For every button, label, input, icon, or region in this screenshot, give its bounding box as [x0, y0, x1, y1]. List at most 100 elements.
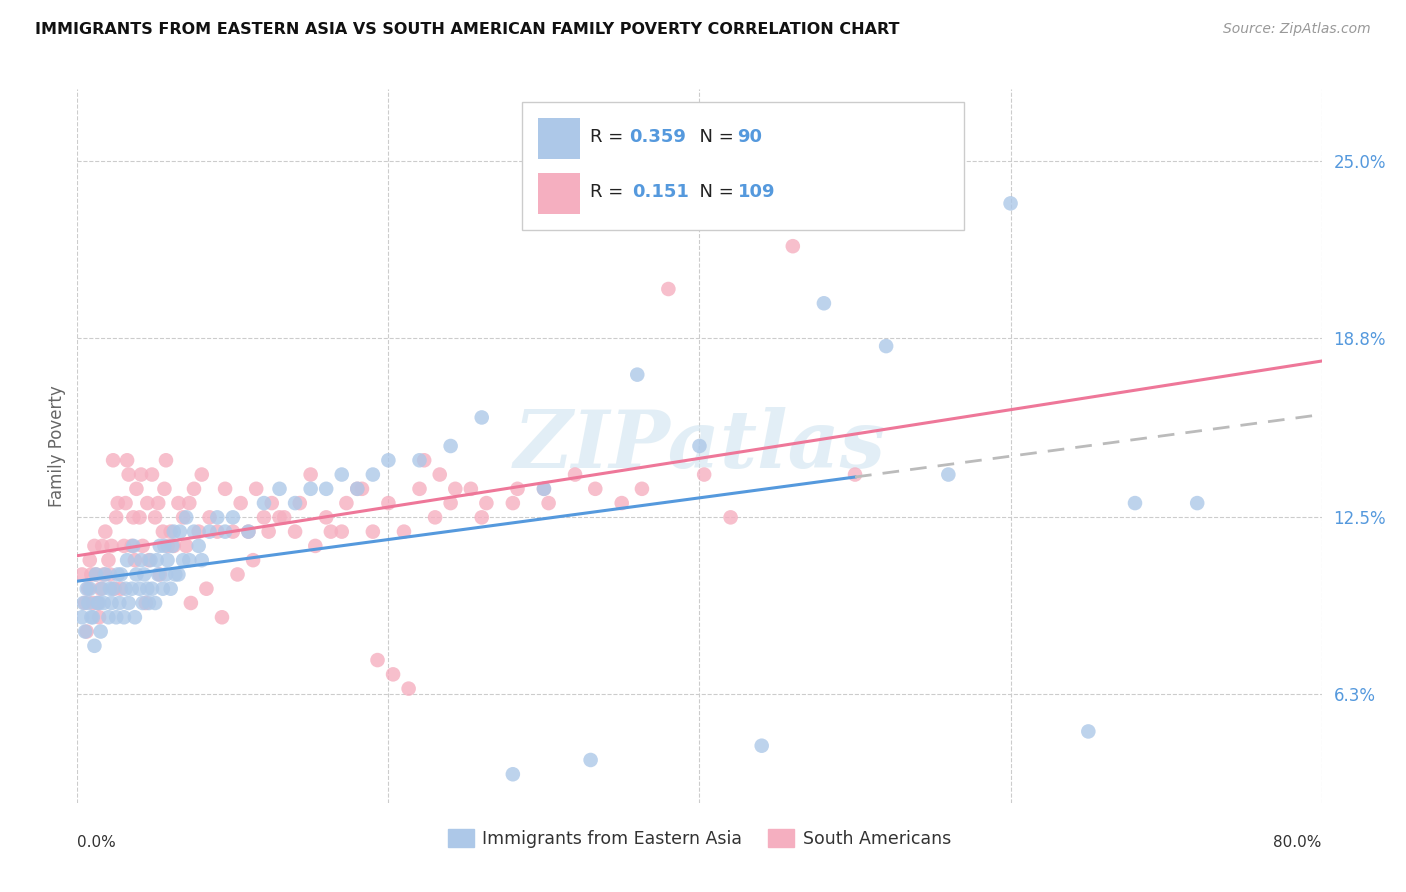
Point [143, 596, 166, 610]
Point [110, 582, 132, 596]
Point [238, 524, 260, 539]
Point [392, 524, 415, 539]
Point [335, 496, 357, 510]
Point [112, 610, 135, 624]
Point [122, 510, 145, 524]
Point [172, 510, 194, 524]
Point [284, 496, 307, 510]
Point [159, 582, 181, 596]
Point [253, 496, 276, 510]
Point [273, 510, 295, 524]
Point [537, 496, 560, 510]
Point [938, 467, 960, 482]
Point [167, 496, 190, 510]
Point [160, 539, 183, 553]
Point [90, 624, 112, 639]
Point [108, 596, 131, 610]
Point [121, 539, 143, 553]
Point [153, 539, 176, 553]
Point [429, 467, 451, 482]
Point [114, 582, 136, 596]
Point [91, 539, 114, 553]
Point [129, 467, 152, 482]
Text: N =: N = [689, 183, 740, 201]
Point [112, 539, 135, 553]
Point [172, 553, 194, 567]
Point [222, 510, 245, 524]
Point [134, 567, 156, 582]
Point [413, 453, 436, 467]
Point [720, 510, 742, 524]
Point [83, 639, 105, 653]
Point [226, 567, 249, 582]
Point [253, 510, 276, 524]
Point [191, 467, 214, 482]
Point [693, 467, 716, 482]
Point [782, 239, 804, 253]
Point [94, 567, 117, 582]
Point [155, 567, 177, 582]
Y-axis label: Family Poverty: Family Poverty [48, 385, 66, 507]
Point [156, 553, 179, 567]
Point [471, 410, 494, 425]
Point [100, 539, 122, 553]
Point [1123, 496, 1146, 510]
Point [149, 539, 172, 553]
Point [136, 582, 159, 596]
Point [128, 582, 150, 596]
Point [97, 553, 120, 567]
Point [153, 482, 176, 496]
Point [260, 496, 283, 510]
Point [87, 596, 110, 610]
Point [114, 496, 136, 510]
Point [475, 496, 498, 510]
Point [79, 553, 101, 567]
Point [72, 596, 94, 610]
Point [579, 753, 602, 767]
Point [179, 496, 201, 510]
Point [125, 482, 148, 496]
Point [1000, 196, 1022, 211]
Point [98, 582, 121, 596]
Point [83, 539, 105, 553]
Point [844, 467, 866, 482]
Point [242, 553, 264, 567]
Point [174, 510, 197, 524]
Point [330, 467, 353, 482]
Point [100, 596, 122, 610]
Point [70, 610, 93, 624]
Point [105, 510, 128, 524]
Point [87, 610, 110, 624]
Point [93, 567, 115, 582]
Point [107, 496, 129, 510]
Point [1077, 724, 1099, 739]
Point [77, 596, 100, 610]
Point [183, 524, 205, 539]
Point [115, 553, 138, 567]
Point [167, 567, 190, 582]
Point [229, 496, 252, 510]
Point [70, 567, 93, 582]
Point [148, 567, 170, 582]
Point [506, 482, 529, 496]
Text: 90: 90 [738, 128, 762, 145]
Point [93, 596, 115, 610]
Point [187, 539, 209, 553]
Point [440, 439, 463, 453]
Point [75, 596, 97, 610]
Point [138, 596, 160, 610]
Point [367, 653, 389, 667]
Point [84, 567, 107, 582]
Point [141, 582, 163, 596]
Point [361, 524, 384, 539]
Point [423, 510, 446, 524]
Point [214, 482, 236, 496]
Point [174, 539, 197, 553]
Point [80, 567, 103, 582]
Text: 0.0%: 0.0% [77, 835, 117, 850]
Point [145, 553, 167, 567]
Point [238, 524, 260, 539]
Point [104, 582, 127, 596]
Point [377, 496, 399, 510]
Point [377, 453, 399, 467]
